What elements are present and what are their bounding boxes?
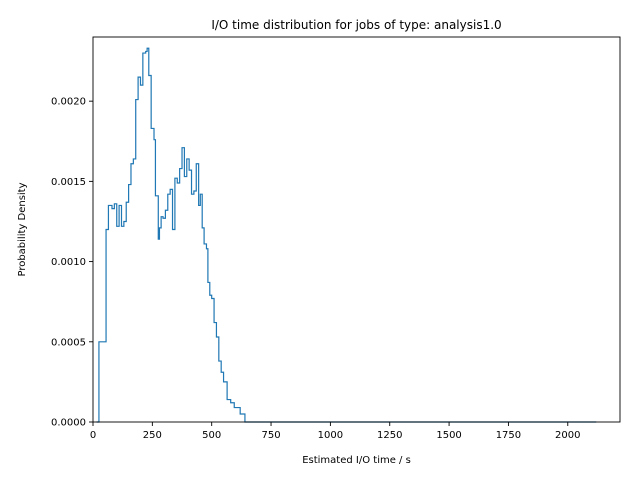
x-tick-label: 1000 (318, 430, 343, 441)
y-tick-label: 0.0015 (51, 177, 86, 188)
y-tick-label: 0.0010 (51, 257, 86, 268)
y-axis-label: Probability Density (17, 182, 28, 276)
x-tick-label: 2000 (555, 430, 580, 441)
y-tick-label: 0.0000 (51, 418, 86, 429)
x-tick-label: 1750 (496, 430, 521, 441)
x-tick-label: 0 (90, 430, 96, 441)
axes-frame (92, 36, 621, 423)
chart-title: I/O time distribution for jobs of type: … (211, 18, 501, 32)
x-tick-label: 750 (261, 430, 280, 441)
y-axis-ticks: 0.0000 0.0005 0.0010 0.0015 0.0020 (51, 97, 93, 429)
histogram-series (96, 47, 597, 423)
x-tick-label: 250 (143, 430, 162, 441)
x-tick-label: 500 (202, 430, 221, 441)
x-axis-ticks: 0 250 500 750 1000 1250 1500 1750 2000 (90, 422, 581, 441)
x-axis-label: Estimated I/O time / s (302, 455, 411, 466)
plot-area (92, 36, 621, 423)
x-tick-label: 1500 (436, 430, 461, 441)
x-tick-label: 1250 (377, 430, 402, 441)
y-tick-label: 0.0020 (51, 97, 86, 108)
y-tick-label: 0.0005 (51, 337, 86, 348)
